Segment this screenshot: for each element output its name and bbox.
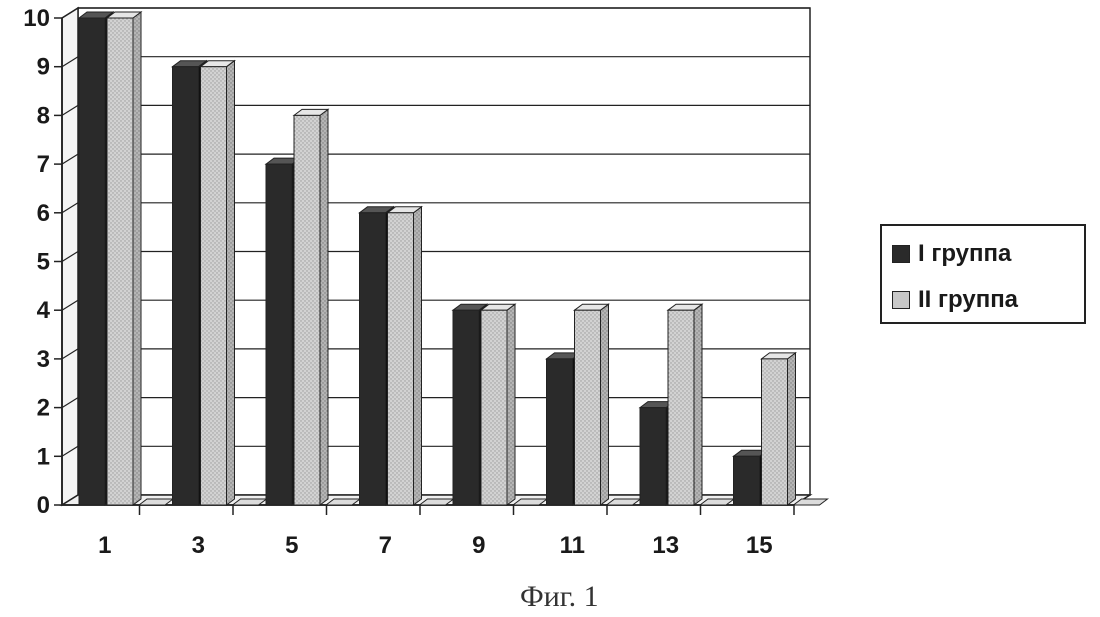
y-tick-label: 2 [37,395,50,422]
bar-ii-группа-1 [105,11,143,506]
bar-front [172,66,199,506]
bar-front [639,407,667,506]
legend-label-series-2: II группа [918,286,1019,313]
gridline-side [61,56,79,68]
y-axis-ticks: 0 1 2 3 4 5 6 7 8 9 10 [23,5,63,519]
gridline-side [61,7,79,19]
x-tick-label: 1 [98,532,111,559]
legend-swatch-series-2 [892,291,910,309]
bar-front [106,17,134,506]
bar-front [546,358,573,506]
bar-ii-группа-9 [479,303,517,506]
bar-front [387,212,414,506]
gridline-side [61,299,79,311]
bar-front [452,309,480,506]
y-tick-label: 1 [37,443,50,470]
legend-item-series-1: I группа [892,240,1011,268]
bar-front [667,309,695,506]
gridline-side [61,250,79,263]
legend-swatch-series-1 [892,245,910,263]
bar-ii-группа-11 [573,303,610,506]
gridline-side [61,445,79,457]
bar-front [574,309,601,506]
x-tick-label: 5 [285,532,298,559]
legend-label-series-1: I группа [918,240,1012,267]
bar-side [413,205,422,506]
y-tick-label: 10 [23,5,50,32]
bar-front [761,358,788,506]
legend-item-series-2: II группа [892,286,1018,314]
x-tick-label: 9 [472,532,485,559]
bars [77,11,829,506]
bar-front [359,212,386,506]
gridline-side [61,348,79,360]
bar-side [787,351,796,506]
y-tick-label: 0 [37,492,50,519]
bar-front [200,66,227,506]
bar-ii-группа-15 [760,351,797,506]
bar-ii-группа-3 [198,59,237,506]
x-tick-label: 13 [652,532,679,559]
x-tick-label: 3 [192,532,205,559]
gridline-side [61,202,79,214]
gridline-side [61,397,79,409]
floor-slot [792,498,829,506]
bar-front [733,455,760,506]
gridline-side [61,104,79,116]
x-tick-label: 7 [379,532,392,559]
figure-caption: Фиг. 1 [520,580,599,613]
y-tick-label: 4 [37,297,51,324]
gridline-side [61,153,79,165]
y-tick-label: 5 [37,249,50,276]
y-tick-label: 3 [37,346,50,373]
bar-front [480,309,508,506]
x-tick-label: 11 [560,532,585,559]
y-tick-label: 8 [37,102,50,129]
bar-side [319,108,329,506]
legend: I группа II группа [880,224,1086,324]
bar-ii-группа-5 [292,108,330,506]
bar-front [293,114,321,506]
bar-ii-группа-13 [666,303,704,506]
bar-ii-группа-7 [386,205,423,506]
bar-side [693,303,703,506]
bar-side [226,59,235,506]
bar-front [265,163,293,506]
bar-side [132,11,142,506]
bar-front [78,17,106,506]
bar-side [600,303,609,506]
y-tick-label: 7 [37,151,50,178]
bar-side [506,303,516,506]
y-tick-label: 6 [37,200,50,227]
y-tick-label: 9 [37,54,50,81]
x-axis-ticks: 1 3 5 7 9 11 13 15 [62,504,795,559]
x-tick-label: 15 [746,532,773,559]
